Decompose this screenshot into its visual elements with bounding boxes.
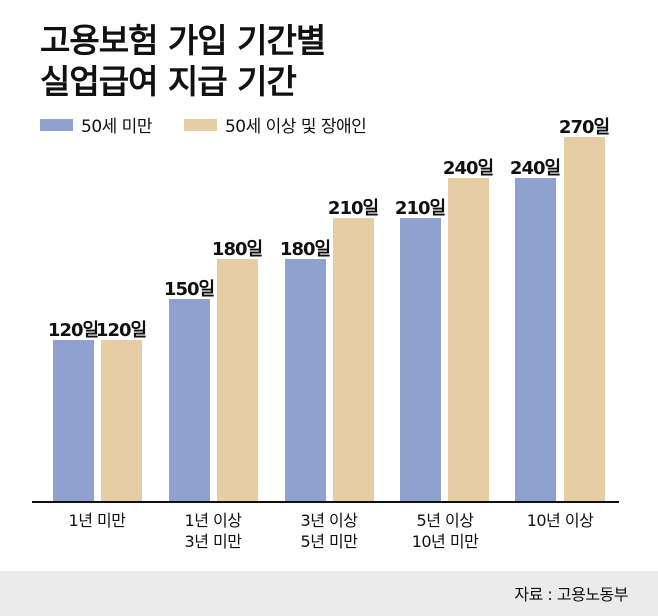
- bar-over50-g4: [564, 137, 605, 502]
- legend: 50세 미만 50세 이상 및 장애인: [40, 112, 398, 137]
- value-label: 180일: [279, 239, 331, 260]
- legend-label: 50세 미만: [81, 117, 152, 137]
- legend-item-over-50: 50세 이상 및 장애인: [183, 112, 367, 137]
- legend-item-under-50: 50세 미만: [40, 112, 152, 137]
- category-label: 3년 이상 5년 미만: [300, 511, 358, 551]
- category-label: 10년 이상: [526, 511, 594, 530]
- bar-over50-g1: [217, 259, 258, 502]
- value-label: 270일: [558, 117, 610, 138]
- bar-over50-g3: [448, 178, 489, 502]
- bar-under50-g4: [515, 178, 556, 502]
- title-line-2: 실업급여 지급 기간: [40, 62, 297, 101]
- legend-swatch-blue: [40, 118, 73, 131]
- value-label: 210일: [327, 198, 379, 219]
- x-axis-line: [32, 501, 619, 503]
- bar-under50-g3: [400, 218, 441, 502]
- category-label: 1년 미만: [68, 511, 126, 530]
- source-text: 자료 : 고용노동부: [514, 585, 628, 604]
- bar-under50-g1: [169, 299, 210, 502]
- value-label: 210일: [394, 198, 446, 219]
- title-line-1: 고용보험 가입 기간별: [40, 21, 326, 60]
- value-label: 240일: [509, 158, 561, 179]
- legend-swatch-beige: [183, 118, 217, 131]
- legend-label: 50세 이상 및 장애인: [224, 117, 367, 137]
- bar-under50-g2: [285, 259, 326, 502]
- bar-over50-g0: [101, 340, 142, 502]
- bar-over50-g2: [333, 218, 374, 502]
- value-label: 180일: [211, 239, 263, 260]
- category-label: 1년 이상 3년 미만: [184, 511, 242, 551]
- value-label: 120일: [95, 320, 147, 341]
- value-label: 240일: [442, 158, 494, 179]
- value-label: 120일: [47, 320, 99, 341]
- source-footer: 자료 : 고용노동부: [0, 571, 658, 616]
- bar-under50-g0: [53, 340, 94, 502]
- value-label: 150일: [163, 279, 215, 300]
- category-label: 5년 이상 10년 미만: [411, 511, 479, 551]
- chart-title: 고용보험 가입 기간별 실업급여 지급 기간: [40, 20, 326, 102]
